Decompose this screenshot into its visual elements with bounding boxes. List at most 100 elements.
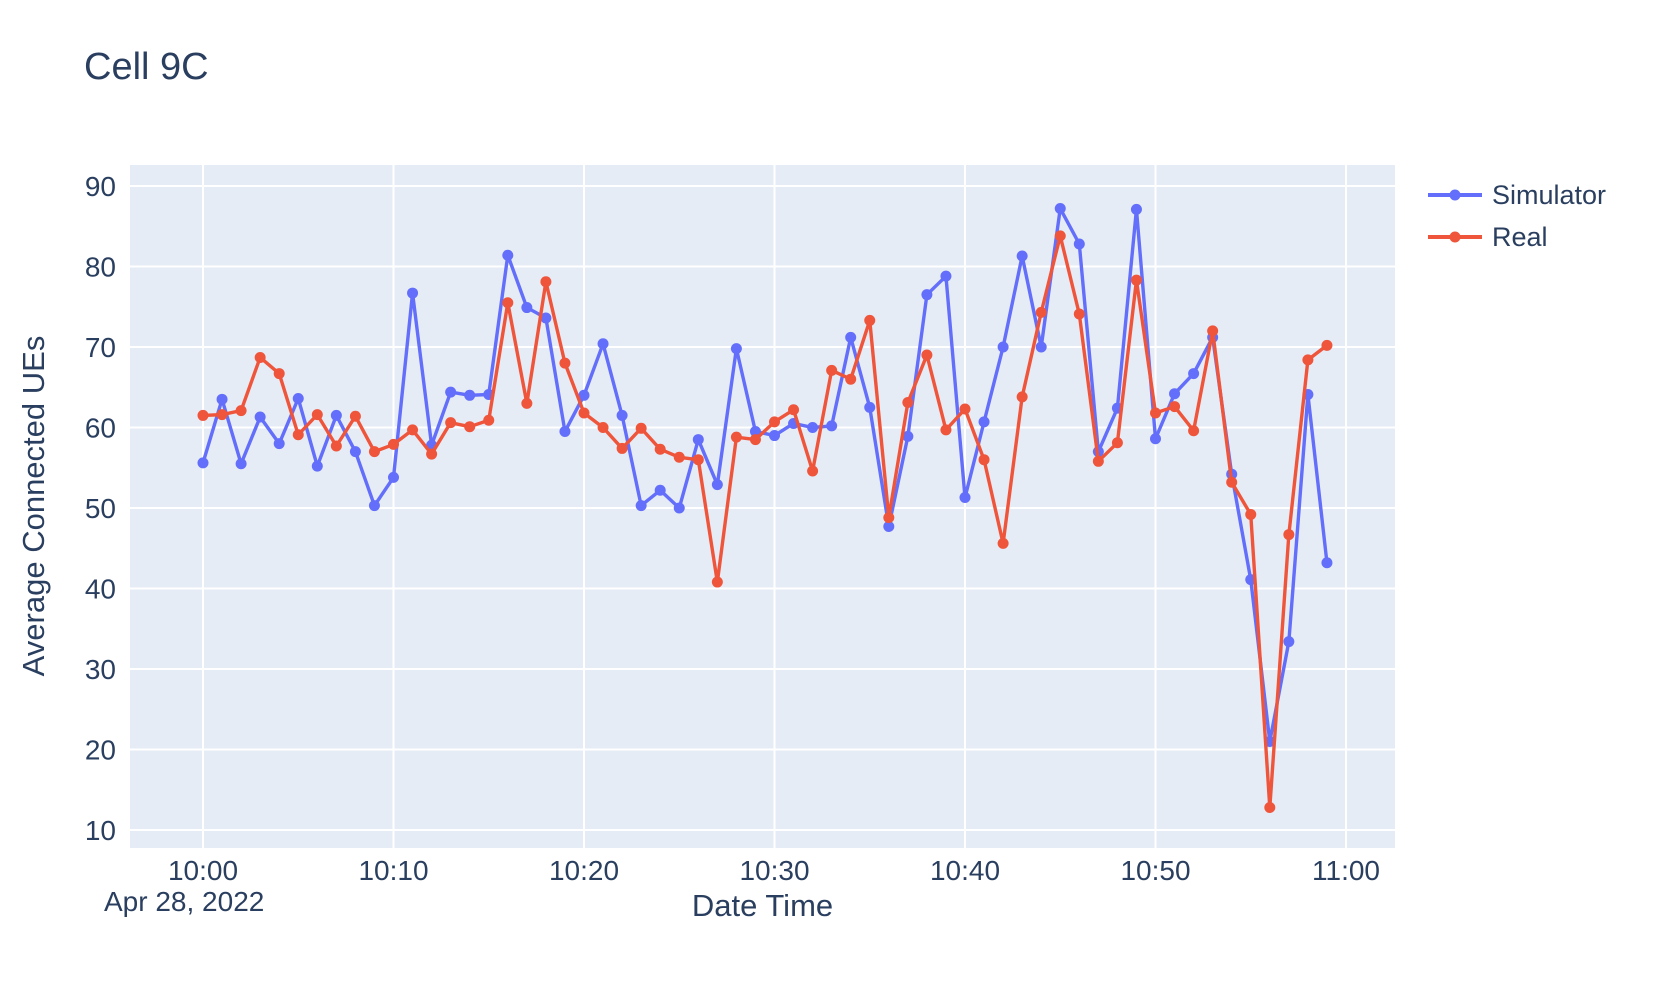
data-point-real[interactable] (1016, 391, 1028, 403)
data-point-simulator[interactable] (1016, 250, 1028, 262)
data-point-real[interactable] (502, 297, 514, 309)
data-point-real[interactable] (1245, 508, 1257, 520)
data-point-real[interactable] (616, 442, 628, 454)
data-point-real[interactable] (540, 276, 552, 288)
data-point-real[interactable] (692, 454, 704, 466)
data-point-real[interactable] (330, 440, 342, 452)
data-point-real[interactable] (445, 417, 457, 429)
data-point-simulator[interactable] (540, 312, 552, 324)
data-point-real[interactable] (864, 314, 876, 326)
data-point-simulator[interactable] (349, 446, 361, 458)
data-point-simulator[interactable] (749, 426, 761, 438)
data-point-simulator[interactable] (235, 458, 247, 470)
data-point-simulator[interactable] (578, 389, 590, 401)
data-point-simulator[interactable] (464, 389, 476, 401)
plot-area[interactable] (130, 165, 1395, 848)
data-point-real[interactable] (997, 537, 1009, 549)
data-point-real[interactable] (1035, 306, 1047, 318)
data-point-simulator[interactable] (711, 479, 723, 491)
data-point-simulator[interactable] (273, 438, 285, 450)
data-point-simulator[interactable] (216, 393, 228, 405)
data-point-real[interactable] (635, 422, 647, 434)
data-point-simulator[interactable] (826, 420, 838, 432)
data-point-real[interactable] (845, 373, 857, 385)
data-point-simulator[interactable] (673, 502, 685, 514)
data-point-simulator[interactable] (883, 521, 895, 533)
data-point-real[interactable] (292, 429, 304, 441)
data-point-simulator[interactable] (807, 422, 819, 433)
data-point-real[interactable] (1226, 476, 1238, 488)
data-point-real[interactable] (1207, 325, 1219, 337)
data-point-real[interactable] (1054, 230, 1066, 242)
series-simulator[interactable] (197, 203, 1333, 747)
data-point-simulator[interactable] (654, 484, 666, 496)
data-point-simulator[interactable] (502, 249, 514, 261)
data-point-real[interactable] (883, 512, 895, 524)
data-point-real[interactable] (654, 443, 666, 455)
data-point-real[interactable] (578, 407, 590, 419)
data-point-real[interactable] (730, 431, 742, 443)
data-point-real[interactable] (1264, 801, 1276, 813)
data-point-simulator[interactable] (730, 343, 742, 355)
data-point-real[interactable] (235, 405, 247, 417)
data-point-simulator[interactable] (197, 457, 209, 469)
data-point-simulator[interactable] (311, 460, 323, 472)
data-point-simulator[interactable] (616, 409, 628, 421)
data-point-real[interactable] (597, 422, 609, 433)
data-point-simulator[interactable] (292, 393, 304, 405)
data-point-simulator[interactable] (388, 471, 399, 483)
data-point-real[interactable] (749, 434, 761, 446)
data-point-real[interactable] (1302, 354, 1314, 366)
data-point-real[interactable] (1130, 274, 1142, 286)
data-point-simulator[interactable] (845, 331, 857, 343)
data-point-simulator[interactable] (1169, 388, 1181, 400)
data-point-simulator[interactable] (978, 416, 990, 428)
data-point-simulator[interactable] (597, 338, 609, 350)
data-point-real[interactable] (521, 397, 533, 409)
data-point-simulator[interactable] (959, 492, 971, 504)
data-point-real[interactable] (1169, 401, 1181, 413)
data-point-real[interactable] (407, 424, 419, 436)
data-point-simulator[interactable] (445, 386, 457, 398)
data-point-simulator[interactable] (368, 500, 380, 512)
data-point-simulator[interactable] (692, 434, 704, 446)
data-point-simulator[interactable] (997, 341, 1009, 353)
data-point-real[interactable] (788, 404, 800, 416)
data-point-real[interactable] (273, 368, 285, 380)
data-point-real[interactable] (959, 403, 971, 415)
data-point-real[interactable] (807, 465, 819, 477)
legend-item-simulator[interactable]: Simulator (1428, 180, 1606, 210)
data-point-real[interactable] (978, 454, 990, 466)
data-point-simulator[interactable] (1188, 368, 1200, 380)
data-point-real[interactable] (254, 351, 266, 363)
data-point-simulator[interactable] (769, 430, 780, 442)
data-point-real[interactable] (902, 397, 914, 409)
data-point-real[interactable] (711, 576, 723, 588)
data-point-real[interactable] (368, 446, 380, 458)
data-point-real[interactable] (559, 357, 571, 369)
data-point-real[interactable] (921, 349, 933, 361)
data-point-simulator[interactable] (635, 500, 647, 512)
data-point-simulator[interactable] (921, 289, 933, 301)
data-point-real[interactable] (1111, 437, 1123, 449)
data-point-simulator[interactable] (1321, 557, 1333, 569)
data-point-real[interactable] (483, 414, 495, 426)
data-point-simulator[interactable] (330, 409, 342, 421)
data-point-real[interactable] (349, 410, 361, 422)
data-point-real[interactable] (1283, 529, 1295, 541)
data-point-real[interactable] (388, 438, 399, 450)
data-point-real[interactable] (769, 416, 780, 428)
data-point-simulator[interactable] (902, 430, 914, 442)
data-point-simulator[interactable] (1150, 433, 1161, 445)
data-point-simulator[interactable] (864, 401, 876, 413)
data-point-simulator[interactable] (1054, 203, 1066, 215)
data-point-simulator[interactable] (1035, 341, 1047, 353)
data-point-real[interactable] (826, 364, 838, 376)
data-point-real[interactable] (1150, 407, 1161, 419)
data-point-simulator[interactable] (1283, 636, 1295, 648)
data-point-real[interactable] (940, 424, 952, 436)
data-point-real[interactable] (197, 409, 209, 421)
data-point-real[interactable] (1188, 425, 1200, 437)
data-point-real[interactable] (1321, 339, 1333, 351)
data-point-real[interactable] (311, 409, 323, 421)
